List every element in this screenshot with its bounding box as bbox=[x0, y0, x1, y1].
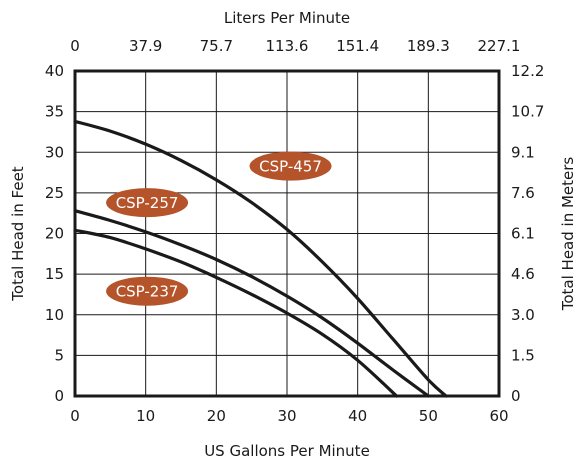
y-tick-label-left: 15 bbox=[45, 265, 64, 283]
x-axis-title: US Gallons Per Minute bbox=[204, 442, 370, 459]
x-tick-label-top: 151.4 bbox=[336, 37, 379, 55]
y-tick-label-left: 5 bbox=[54, 346, 64, 364]
x-tick-label-bottom: 0 bbox=[70, 407, 80, 425]
y-tick-label-left: 35 bbox=[45, 103, 64, 121]
x-tick-label-bottom: 60 bbox=[489, 407, 508, 425]
series-line-csp-257 bbox=[73, 209, 430, 398]
series-badge-background bbox=[106, 276, 189, 306]
plot-frame bbox=[73, 69, 501, 398]
x-tick-label-top: 37.9 bbox=[129, 37, 162, 55]
x-tick-label-bottom: 50 bbox=[419, 407, 438, 425]
badge-layer: CSP-457 CSP-257 CSP-237 bbox=[106, 151, 332, 306]
x-tick-label-top: 75.7 bbox=[200, 37, 233, 55]
y-tick-label-right: 1.5 bbox=[511, 346, 535, 364]
x-tick-label-bottom: 20 bbox=[207, 407, 226, 425]
y-tick-label-left: 40 bbox=[45, 62, 64, 80]
y-axis-title-right: Total Head in Meters bbox=[559, 157, 577, 312]
y-tick-label-right: 0 bbox=[511, 387, 521, 405]
series-badge-csp-237: CSP-237 bbox=[106, 276, 189, 306]
y-tick-label-left: 10 bbox=[45, 306, 64, 324]
y-axis-title-left: Total Head in Feet bbox=[9, 166, 27, 301]
x-tick-label-bottom: 10 bbox=[136, 407, 155, 425]
series-badge-label: CSP-237 bbox=[116, 283, 179, 301]
y-tick-label-right: 6.1 bbox=[511, 225, 535, 243]
series-badge-csp-257: CSP-257 bbox=[106, 188, 189, 218]
series-badge-csp-457: CSP-457 bbox=[249, 151, 332, 181]
y-tick-label-left: 30 bbox=[45, 143, 64, 161]
x-tick-label-top: 0 bbox=[70, 37, 80, 55]
y-tick-label-right: 3.0 bbox=[511, 306, 535, 324]
y-tick-label-right: 9.1 bbox=[511, 143, 535, 161]
series-badge-label: CSP-457 bbox=[259, 158, 322, 176]
x-tick-label-top: 227.1 bbox=[478, 37, 521, 55]
y-tick-label-right: 7.6 bbox=[511, 184, 535, 202]
y-tick-label-left: 25 bbox=[45, 184, 64, 202]
tick-layer: 001037.92075.730113.640151.450189.360227… bbox=[45, 37, 545, 425]
x-tick-label-top: 189.3 bbox=[407, 37, 450, 55]
series-badge-label: CSP-257 bbox=[116, 194, 179, 212]
series-badge-background bbox=[249, 151, 332, 181]
x-tick-label-bottom: 30 bbox=[277, 407, 296, 425]
y-tick-label-right: 4.6 bbox=[511, 265, 535, 283]
y-tick-label-left: 20 bbox=[45, 225, 64, 243]
top-axis-title: Liters Per Minute bbox=[224, 9, 350, 27]
series-line-csp-457 bbox=[73, 119, 448, 398]
x-tick-label-bottom: 40 bbox=[348, 407, 367, 425]
x-tick-label-top: 113.6 bbox=[266, 37, 309, 55]
series-badge-background bbox=[106, 188, 189, 218]
y-tick-label-right: 10.7 bbox=[511, 103, 544, 121]
series-line-csp-237 bbox=[73, 228, 399, 398]
series-layer bbox=[73, 119, 448, 398]
grid-layer bbox=[74, 70, 500, 397]
y-tick-label-right: 12.2 bbox=[511, 62, 544, 80]
y-tick-label-left: 0 bbox=[54, 387, 64, 405]
